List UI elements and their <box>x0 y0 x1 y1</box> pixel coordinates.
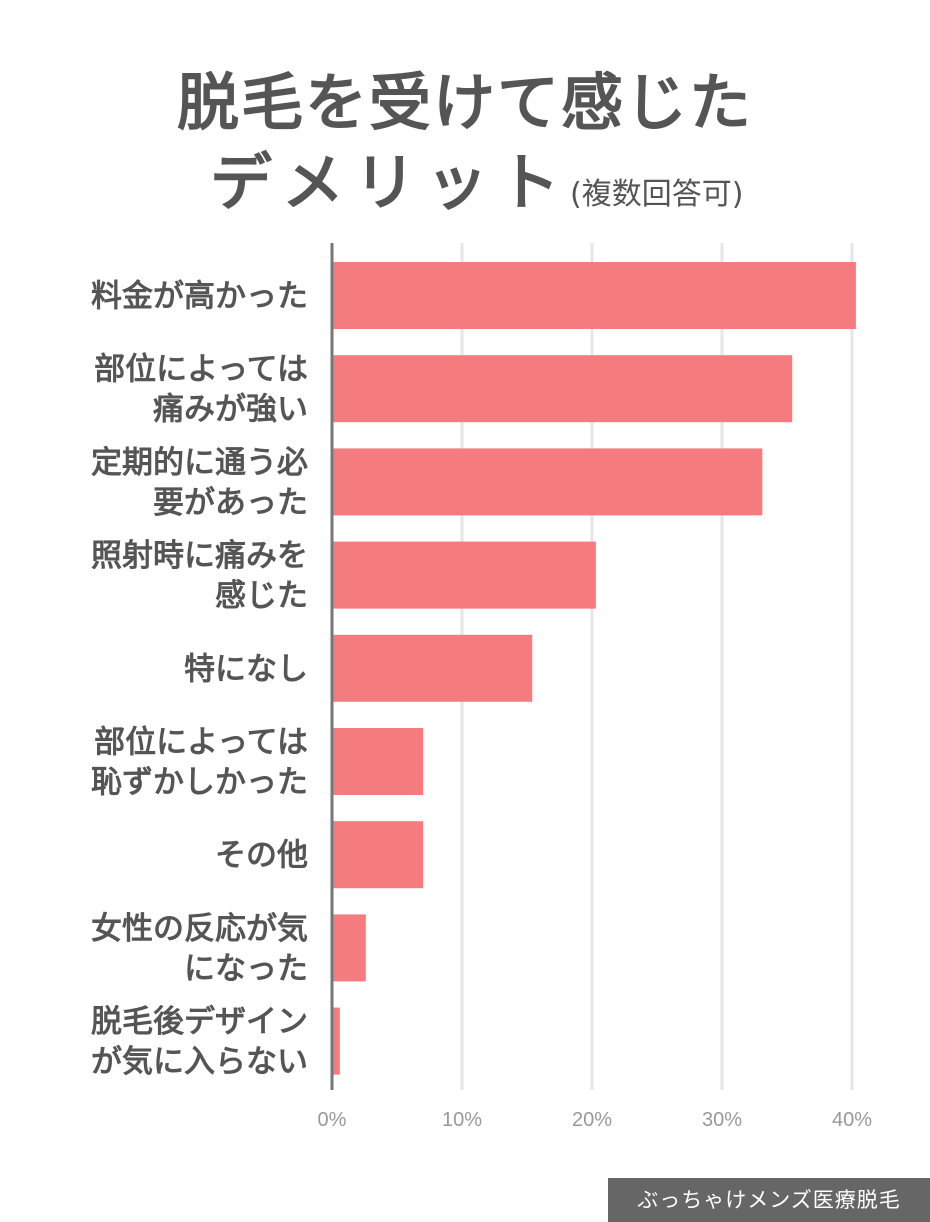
chart-title-line2: デメリット(複数回答可) <box>210 132 743 222</box>
category-label: 特になし <box>184 651 308 687</box>
category-label: が気に入らない <box>91 1044 308 1080</box>
category-label: 部位によっては <box>94 725 308 761</box>
category-label: その他 <box>215 838 308 874</box>
chart-title-main: デメリット <box>210 146 571 219</box>
bar <box>332 262 856 329</box>
x-tick-label: 20% <box>572 1109 612 1131</box>
bar <box>332 1007 340 1075</box>
category-label: になった <box>184 951 308 987</box>
category-label: 脱毛後デザイン <box>91 1004 308 1040</box>
category-label: 料金が高かった <box>91 279 308 315</box>
category-label: 部位によっては <box>94 352 308 388</box>
bar <box>332 355 793 423</box>
category-label: 照射時に痛みを <box>91 538 308 574</box>
category-label: 要があった <box>153 485 308 521</box>
category-label: 痛みが強い <box>153 392 308 428</box>
bar <box>332 448 763 516</box>
bar <box>332 728 423 795</box>
category-label: 感じた <box>215 578 308 614</box>
category-label: 恥ずかしかった <box>91 765 308 801</box>
x-tick-label: 0% <box>318 1109 347 1131</box>
x-tick-label: 40% <box>832 1109 872 1131</box>
bar <box>332 541 596 609</box>
category-label: 定期的に通う必 <box>91 445 308 481</box>
x-tick-label: 10% <box>442 1109 482 1131</box>
chart-title: 脱毛を受けて感じた <box>176 66 753 139</box>
bar <box>332 821 423 889</box>
chart-title-note: (複数回答可) <box>570 177 744 212</box>
bar <box>332 914 366 982</box>
bar <box>332 634 533 702</box>
x-tick-label: 30% <box>702 1109 742 1131</box>
category-label: 女性の反応が気 <box>91 911 308 947</box>
watermark: ぶっちゃけメンズ医療脱毛 <box>608 1178 930 1222</box>
